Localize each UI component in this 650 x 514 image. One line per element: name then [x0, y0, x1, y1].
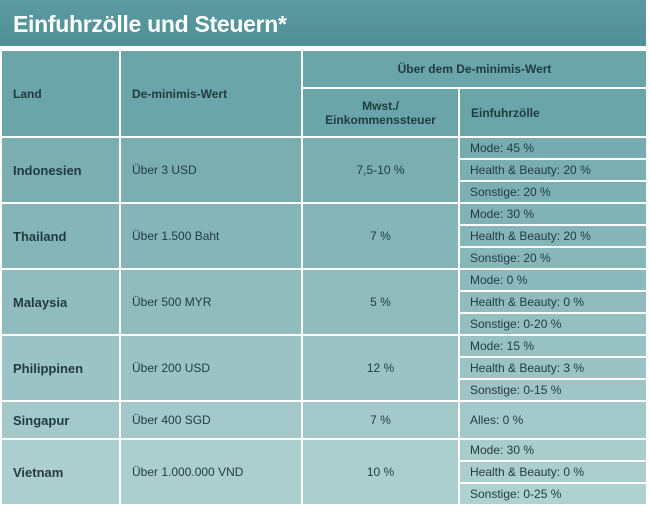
country-cell: Singapur [0, 400, 121, 440]
table-row: Sonstige: 0-25 % [1, 482, 648, 506]
table-row: Health & Beauty: 3 % [1, 356, 648, 380]
tax-cell: 7,5-10 % [301, 136, 460, 204]
duty-cell: Health & Beauty: 20 % [458, 158, 648, 182]
table-row: Vietnam Über 1.000.000 VND 10 % Mode: 30 % [0, 438, 648, 506]
table-row: Health & Beauty: 0 % [1, 460, 648, 484]
duty-cell: Mode: 30 % [458, 438, 648, 462]
deminimis-cell: Über 1.000.000 VND [119, 438, 303, 506]
duty-cell: Mode: 15 % [458, 334, 648, 358]
duty-cell: Health & Beauty: 3 % [458, 356, 648, 380]
deminimis-cell: Über 500 MYR [119, 268, 303, 336]
header-deminimis: De-minimis-Wert [119, 49, 303, 138]
deminimis-cell: Über 200 USD [119, 334, 303, 402]
table-row: Thailand Über 1.500 Baht 7 % Mode: 30 % [0, 202, 648, 270]
country-cell: Malaysia [0, 268, 121, 336]
table-row: Sonstige: 20 % [1, 246, 648, 270]
table-row: Health & Beauty: 20 % [1, 224, 648, 248]
duty-cell: Sonstige: 0-15 % [458, 378, 648, 402]
table-body: Indonesien Über 3 USD 7,5-10 % Mode: 45 % He… [0, 136, 648, 506]
tax-cell: 10 % [301, 438, 460, 506]
table-row: Indonesien Über 3 USD 7,5-10 % Mode: 45 % [0, 136, 648, 204]
table-row: Singapur Über 400 SGD 7 % Alles: 0 % [0, 400, 648, 440]
tax-cell: 12 % [301, 334, 460, 402]
tariff-table: Land De-minimis-Wert Über dem De-minimis… [0, 49, 648, 506]
duty-cell: Health & Beauty: 0 % [458, 460, 648, 484]
table-header: Land De-minimis-Wert Über dem De-minimis… [0, 49, 648, 138]
header-tax-line2: Einkommenssteuer [325, 112, 436, 127]
duty-cell: Sonstige: 20 % [458, 246, 648, 270]
deminimis-cell: Über 1.500 Baht [119, 202, 303, 270]
duty-cell: Sonstige: 20 % [458, 180, 648, 204]
table-row: Sonstige: 0-20 % [1, 312, 648, 336]
duty-cell: Health & Beauty: 0 % [458, 290, 648, 314]
header-land: Land [0, 49, 121, 138]
table-row: Sonstige: 20 % [1, 180, 648, 204]
duty-cell: Sonstige: 0-20 % [458, 312, 648, 336]
duty-cell: Sonstige: 0-25 % [458, 482, 648, 506]
header-duties: Einfuhrzölle [458, 87, 648, 138]
country-cell: Indonesien [0, 136, 121, 204]
tax-cell: 7 % [301, 202, 460, 270]
duty-cell: Mode: 0 % [458, 268, 648, 292]
duty-cell: Health & Beauty: 20 % [458, 224, 648, 248]
table-row: Malaysia Über 500 MYR 5 % Mode: 0 % [0, 268, 648, 336]
table-row: Health & Beauty: 20 % [1, 158, 648, 182]
tax-cell: 7 % [301, 400, 460, 440]
duty-cell: Mode: 30 % [458, 202, 648, 226]
tax-cell: 5 % [301, 268, 460, 336]
duty-cell: Alles: 0 % [458, 400, 648, 440]
table-row: Health & Beauty: 0 % [1, 290, 648, 314]
deminimis-cell: Über 400 SGD [119, 400, 303, 440]
header-tax-line1: Mwst./ [362, 98, 399, 113]
country-cell: Thailand [0, 202, 121, 270]
deminimis-cell: Über 3 USD [119, 136, 303, 204]
page-title: Einfuhrzölle und Steuern* [13, 11, 287, 37]
header-tax: Mwst./ Einkommenssteuer [301, 87, 460, 138]
duty-cell: Mode: 45 % [458, 136, 648, 160]
title-bar: Einfuhrzölle und Steuern* [0, 0, 646, 46]
header-above-deminimis: Über dem De-minimis-Wert [301, 49, 648, 89]
table-row: Philippinen Über 200 USD 12 % Mode: 15 % [0, 334, 648, 402]
country-cell: Philippinen [0, 334, 121, 402]
table-row: Sonstige: 0-15 % [1, 378, 648, 402]
country-cell: Vietnam [0, 438, 121, 506]
